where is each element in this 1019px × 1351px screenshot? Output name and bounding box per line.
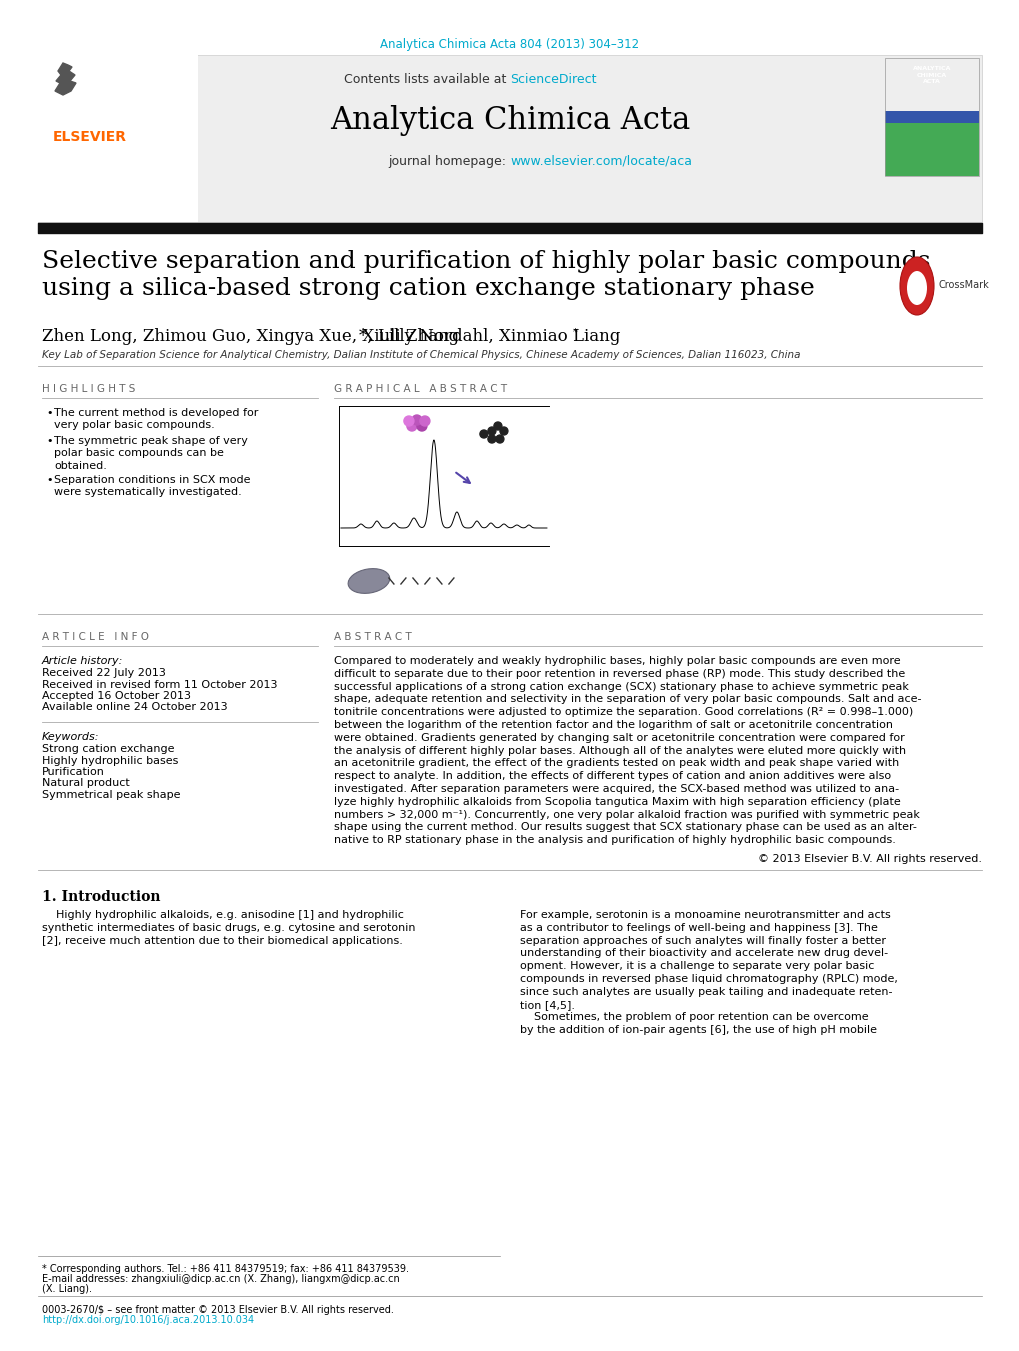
Text: Highly hydrophilic alkaloids, e.g. anisodine [1] and hydrophilic
synthetic inter: Highly hydrophilic alkaloids, e.g. aniso…	[42, 911, 415, 946]
Text: 0003-2670/$ – see front matter © 2013 Elsevier B.V. All rights reserved.: 0003-2670/$ – see front matter © 2013 El…	[42, 1305, 393, 1315]
Text: •: •	[46, 436, 52, 446]
Text: journal homepage:: journal homepage:	[387, 155, 510, 168]
Text: (X. Liang).: (X. Liang).	[42, 1283, 92, 1294]
Ellipse shape	[899, 257, 933, 315]
Circle shape	[495, 435, 503, 443]
Text: A B S T R A C T: A B S T R A C T	[333, 632, 412, 642]
Text: ELSEVIER: ELSEVIER	[53, 130, 127, 145]
Text: Natural product: Natural product	[42, 778, 129, 789]
FancyBboxPatch shape	[38, 55, 981, 222]
Circle shape	[480, 430, 487, 438]
Circle shape	[487, 435, 495, 443]
Text: © 2013 Elsevier B.V. All rights reserved.: © 2013 Elsevier B.V. All rights reserved…	[757, 854, 981, 865]
Circle shape	[420, 416, 429, 426]
Text: For example, serotonin is a monoamine neurotransmitter and acts
as a contributor: For example, serotonin is a monoamine ne…	[520, 911, 897, 1035]
Text: H I G H L I G H T S: H I G H L I G H T S	[42, 384, 136, 394]
Text: E-mail addresses: zhangxiuli@dicp.ac.cn (X. Zhang), liangxm@dicp.ac.cn: E-mail addresses: zhangxiuli@dicp.ac.cn …	[42, 1274, 399, 1283]
Text: •: •	[46, 408, 52, 417]
Text: Highly hydrophilic bases: Highly hydrophilic bases	[42, 755, 178, 766]
Circle shape	[404, 416, 414, 426]
Polygon shape	[55, 63, 76, 95]
FancyBboxPatch shape	[884, 123, 978, 176]
Text: 1. Introduction: 1. Introduction	[42, 890, 160, 904]
Circle shape	[407, 422, 417, 431]
Text: CrossMark: CrossMark	[938, 280, 988, 290]
Text: Zhen Long, Zhimou Guo, Xingya Xue, Xiuli Zhang: Zhen Long, Zhimou Guo, Xingya Xue, Xiuli…	[42, 328, 459, 345]
Text: Strong cation exchange: Strong cation exchange	[42, 744, 174, 754]
Text: http://dx.doi.org/10.1016/j.aca.2013.10.034: http://dx.doi.org/10.1016/j.aca.2013.10.…	[42, 1315, 254, 1325]
Text: G R A P H I C A L   A B S T R A C T: G R A P H I C A L A B S T R A C T	[333, 384, 506, 394]
Text: Analytica Chimica Acta 804 (2013) 304–312: Analytica Chimica Acta 804 (2013) 304–31…	[380, 38, 639, 51]
FancyBboxPatch shape	[884, 111, 978, 176]
Circle shape	[412, 415, 422, 426]
FancyBboxPatch shape	[38, 55, 198, 222]
Text: Key Lab of Separation Science for Analytical Chemistry, Dalian Institute of Chem: Key Lab of Separation Science for Analyt…	[42, 350, 800, 359]
Text: The current method is developed for
very polar basic compounds.: The current method is developed for very…	[54, 408, 258, 431]
Text: Received 22 July 2013: Received 22 July 2013	[42, 667, 166, 678]
Circle shape	[487, 427, 495, 435]
Text: Received in revised form 11 October 2013: Received in revised form 11 October 2013	[42, 680, 277, 689]
Text: Article history:: Article history:	[42, 657, 123, 666]
Text: Symmetrical peak shape: Symmetrical peak shape	[42, 790, 180, 800]
Text: Selective separation and purification of highly polar basic compounds
using a si: Selective separation and purification of…	[42, 250, 929, 300]
Text: *: *	[573, 328, 578, 336]
Text: *, Lilly Nordahl, Xinmiao Liang: *, Lilly Nordahl, Xinmiao Liang	[359, 328, 621, 345]
Text: Accepted 16 October 2013: Accepted 16 October 2013	[42, 690, 191, 701]
Text: Analytica Chimica Acta: Analytica Chimica Acta	[329, 105, 690, 136]
Text: A R T I C L E   I N F O: A R T I C L E I N F O	[42, 632, 149, 642]
Ellipse shape	[906, 272, 926, 305]
Text: ScienceDirect: ScienceDirect	[510, 73, 596, 86]
Text: * Corresponding authors. Tel.: +86 411 84379519; fax: +86 411 84379539.: * Corresponding authors. Tel.: +86 411 8…	[42, 1265, 409, 1274]
Text: ANALYTICA
CHIMICA
ACTA: ANALYTICA CHIMICA ACTA	[912, 66, 951, 84]
Circle shape	[417, 422, 427, 431]
Text: Contents lists available at: Contents lists available at	[343, 73, 510, 86]
Text: Compared to moderately and weakly hydrophilic bases, highly polar basic compound: Compared to moderately and weakly hydrop…	[333, 657, 920, 846]
Text: Available online 24 October 2013: Available online 24 October 2013	[42, 703, 227, 712]
Ellipse shape	[347, 569, 389, 593]
Text: www.elsevier.com/locate/aca: www.elsevier.com/locate/aca	[510, 155, 691, 168]
Text: Keywords:: Keywords:	[42, 732, 100, 742]
Text: •: •	[46, 476, 52, 485]
Circle shape	[493, 422, 501, 430]
Text: Separation conditions in SCX mode
were systematically investigated.: Separation conditions in SCX mode were s…	[54, 476, 251, 497]
Text: Purification: Purification	[42, 767, 105, 777]
Circle shape	[499, 427, 507, 435]
Text: The symmetric peak shape of very
polar basic compounds can be
obtained.: The symmetric peak shape of very polar b…	[54, 436, 248, 470]
